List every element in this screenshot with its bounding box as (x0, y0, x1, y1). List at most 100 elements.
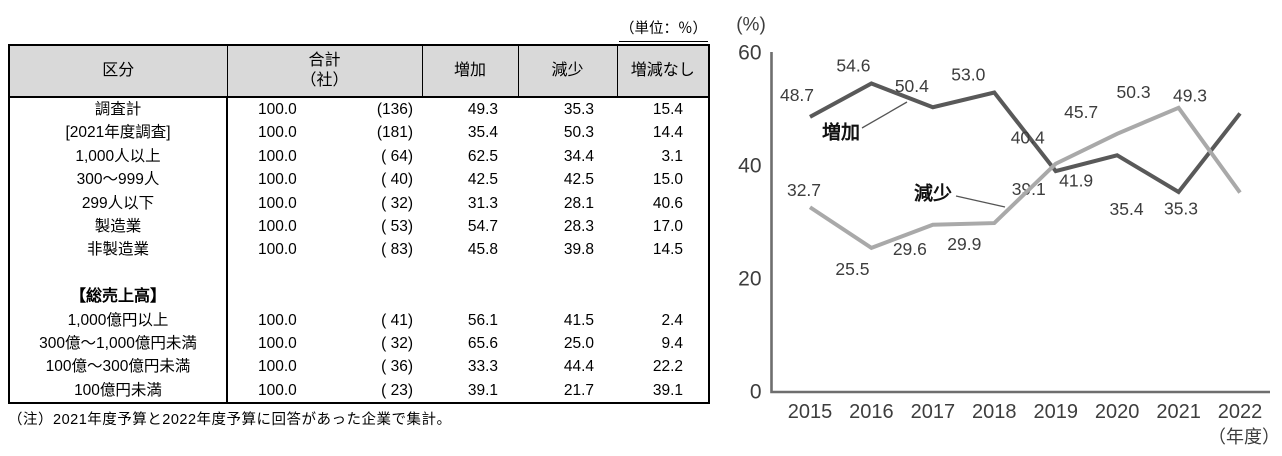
total-cell: 100.0 ( 83) (227, 238, 422, 261)
increase-cell: 65.6 (467, 335, 498, 353)
total-cell: 100.0 ( 40) (227, 168, 422, 191)
header-no-change: 増減なし (616, 44, 710, 98)
header-increase: 増加 (421, 44, 519, 98)
increase-cell: 42.5 (467, 171, 498, 189)
category-cell: 100億円未満 (9, 378, 228, 404)
decrease-cell: 34.4 (563, 147, 594, 165)
company-count: ( 83) (381, 241, 413, 259)
table-row: 100億〜300億円未満 100.0 ( 36) 33.3 44.4 22.2 (9, 355, 709, 379)
y-axis-unit-label: (%) (736, 15, 766, 36)
no-change-cell: 14.5 (652, 241, 683, 259)
value-label-decrease: 29.9 (947, 234, 981, 254)
increase-cell: 54.7 (467, 218, 498, 236)
series-annotation-increase: 増加 (822, 121, 860, 144)
company-count: (181) (376, 124, 413, 142)
value-label-increase: 41.9 (1059, 170, 1093, 190)
table-row: 1,000人以上 100.0 ( 64) 62.5 34.4 3.1 (9, 144, 709, 169)
increase-cell: 62.5 (467, 147, 498, 165)
unit-note-text: （単位：％） (619, 18, 708, 42)
table-row (9, 261, 709, 286)
table-row: 非製造業 100.0 ( 83) 45.8 39.8 14.5 (9, 238, 709, 262)
header-decrease: 減少 (517, 44, 618, 98)
y-tick-label: 20 (738, 268, 761, 291)
table-body: 調査計 100.0 (136) 49.3 35.3 15.4 [2021年度調査] 100.0… (9, 97, 709, 404)
table-row: 調査計 100.0 (136) 49.3 35.3 15.4 (9, 97, 709, 122)
decrease-cell: 28.1 (563, 194, 594, 212)
category-cell: 製造業 (9, 215, 228, 239)
y-tick-label: 0 (750, 381, 762, 404)
header-total-line1: 合計 (308, 52, 341, 69)
total-cell: 100.0 ( 53) (227, 215, 422, 238)
company-count: ( 32) (381, 194, 413, 212)
decrease-cell: 44.4 (563, 358, 594, 376)
table-row: [2021年度調査] 100.0 (181) 35.4 50.3 14.4 (9, 121, 709, 145)
increase-line (809, 81, 1242, 195)
total-value: 100.0 (258, 381, 297, 399)
survey-table-panel: （単位：％） 区分 合計 （社） 増加 減少 増減なし 調査計 100.0 (136… (8, 18, 710, 429)
value-label-decrease: 32.7 (787, 180, 821, 200)
category-cell: [2021年度調査] (9, 121, 228, 145)
x-tick-label: 2015 (788, 401, 833, 423)
value-label-increase: 48.7 (780, 85, 814, 105)
total-cell: 100.0 ( 23) (227, 379, 422, 403)
total-cell: 100.0 ( 32) (227, 332, 422, 355)
value-label-increase: 50.4 (895, 76, 929, 96)
no-change-cell: 2.4 (661, 311, 683, 329)
increase-cell (422, 285, 518, 308)
no-change-cell: 14.4 (652, 124, 683, 142)
total-cell: 100.0 ( 64) (227, 145, 422, 168)
increase-cell: 45.8 (467, 241, 498, 259)
decrease-cell: 50.3 (563, 124, 594, 142)
header-category: 区分 (8, 44, 228, 98)
no-change-cell: 39.1 (652, 381, 683, 399)
company-count: ( 32) (381, 335, 413, 353)
total-value: 100.0 (258, 124, 297, 142)
increase-cell: 39.1 (467, 381, 498, 399)
total-cell: 100.0 (136) (227, 97, 422, 121)
total-value: 100.0 (258, 218, 297, 236)
no-change-cell: 40.6 (652, 194, 683, 212)
total-value: 100.0 (258, 335, 297, 353)
decrease-cell: 35.3 (563, 101, 594, 118)
value-label-decrease: 45.7 (1064, 102, 1098, 122)
decrease-cell: 21.7 (563, 381, 594, 399)
total-cell (227, 262, 422, 285)
no-change-cell: 9.4 (661, 335, 683, 353)
header-total-line2: （社） (300, 72, 349, 89)
increase-cell: 56.1 (467, 311, 498, 329)
company-count: ( 36) (381, 358, 413, 376)
no-change-cell: 17.0 (652, 218, 683, 236)
table-row: 299人以下 100.0 ( 32) 31.3 28.1 40.6 (9, 191, 709, 216)
category-cell: 300億〜1,000億円未満 (9, 332, 228, 356)
decrease-cell: 42.5 (563, 171, 594, 189)
category-cell: 1,000人以上 (9, 144, 228, 169)
x-tick-label: 2019 (1033, 401, 1078, 423)
no-change-cell (617, 285, 709, 308)
no-change-cell: 15.0 (652, 171, 683, 189)
y-tick-label: 40 (738, 155, 761, 178)
axes (770, 52, 1270, 394)
total-value: 100.0 (258, 171, 297, 189)
decrease-cell: 39.8 (563, 241, 594, 259)
increase-cell (422, 262, 518, 285)
x-tick-label: 2021 (1156, 401, 1201, 423)
decrease-line (808, 105, 1242, 251)
decrease-cell (518, 262, 617, 285)
increase-cell: 35.4 (467, 124, 498, 142)
value-label-decrease: 50.3 (1117, 82, 1151, 102)
value-label-decrease: 35.3 (1164, 199, 1198, 219)
footnote: （注）2021年度予算と2022年度予算に回答があった企業で集計。 (8, 412, 452, 429)
total-value: 100.0 (258, 194, 297, 212)
total-cell: 100.0 ( 32) (227, 192, 422, 215)
increase-cell: 33.3 (467, 358, 498, 376)
table-row: 【総売上高】 (9, 285, 709, 309)
x-tick-label: 2020 (1095, 401, 1140, 423)
total-value: 100.0 (258, 358, 297, 376)
total-cell: 100.0 ( 36) (227, 355, 422, 378)
value-label-decrease: 29.6 (893, 239, 927, 259)
y-tick-label: 60 (738, 42, 761, 65)
x-axis-unit-label: （年度） (1208, 427, 1280, 447)
company-count: ( 41) (381, 311, 413, 329)
total-value: 100.0 (258, 101, 297, 118)
category-cell: 100億〜300億円未満 (9, 355, 228, 379)
